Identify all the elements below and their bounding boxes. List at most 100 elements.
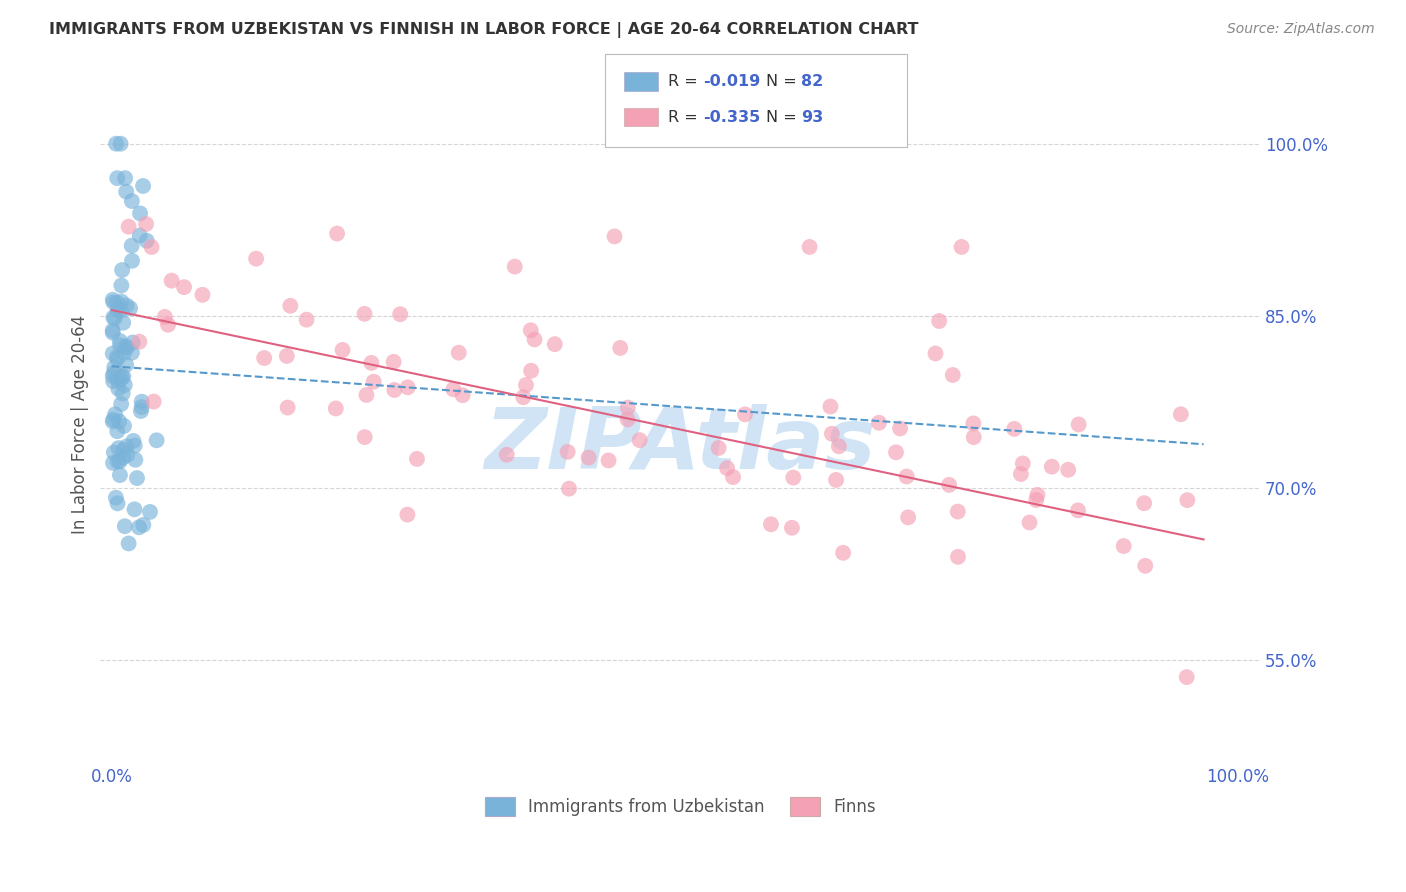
Point <box>135 234 157 248</box>
Point <box>276 349 298 363</box>
Point <box>115 185 138 199</box>
Point <box>616 412 638 426</box>
Point <box>111 369 134 384</box>
Point <box>103 310 125 325</box>
Point <box>115 358 138 372</box>
Point <box>832 546 855 560</box>
Point <box>105 296 128 310</box>
Point <box>1112 539 1135 553</box>
Point <box>557 445 579 459</box>
Y-axis label: In Labor Force | Age 20-64: In Labor Force | Age 20-64 <box>72 315 89 534</box>
Point <box>141 240 163 254</box>
Point <box>107 382 129 396</box>
Point <box>103 374 125 388</box>
Point <box>104 491 127 505</box>
Point <box>121 335 143 350</box>
Point <box>326 227 349 241</box>
Point <box>1010 467 1032 481</box>
Point <box>132 517 155 532</box>
Point <box>132 178 155 193</box>
Point <box>110 303 132 318</box>
Point <box>112 443 135 458</box>
Point <box>716 461 738 475</box>
Point <box>121 238 143 252</box>
Point <box>112 369 135 384</box>
Point <box>114 339 136 353</box>
Point <box>280 299 302 313</box>
Point <box>825 473 848 487</box>
Point <box>356 388 378 402</box>
Point <box>519 323 541 337</box>
Point <box>897 510 920 524</box>
Point <box>707 441 730 455</box>
Point <box>598 453 620 467</box>
Point <box>451 388 474 402</box>
Point <box>103 360 125 375</box>
Point <box>117 448 139 462</box>
Legend: Immigrants from Uzbekistan, Finns: Immigrants from Uzbekistan, Finns <box>478 790 882 822</box>
Point <box>105 171 128 186</box>
Point <box>114 171 136 186</box>
Point <box>120 301 142 316</box>
Point <box>101 326 124 340</box>
Point <box>128 228 150 243</box>
Point <box>110 294 132 309</box>
Point <box>145 434 167 448</box>
Point <box>108 468 131 483</box>
Point <box>110 136 132 151</box>
Point <box>108 454 131 468</box>
Point <box>112 418 135 433</box>
Text: 82: 82 <box>801 74 824 89</box>
Point <box>389 307 412 321</box>
Point <box>110 372 132 386</box>
Text: N =: N = <box>766 110 803 125</box>
Text: -0.019: -0.019 <box>703 74 761 89</box>
Point <box>112 346 135 360</box>
Point <box>924 346 946 360</box>
Point <box>799 240 821 254</box>
Point <box>1057 463 1080 477</box>
Point <box>603 229 626 244</box>
Point <box>111 386 134 401</box>
Point <box>160 274 183 288</box>
Text: ZIPAtlas: ZIPAtlas <box>484 403 876 486</box>
Point <box>353 430 375 444</box>
Point <box>1170 407 1192 421</box>
Point <box>107 303 129 318</box>
Point <box>124 452 146 467</box>
Text: N =: N = <box>766 74 803 89</box>
Point <box>101 346 124 360</box>
Point <box>578 450 600 465</box>
Point <box>105 352 128 367</box>
Point <box>558 482 581 496</box>
Point <box>332 343 354 357</box>
Point <box>734 407 756 421</box>
Point <box>896 469 918 483</box>
Point <box>135 217 157 231</box>
Point <box>105 350 128 364</box>
Point <box>1011 457 1033 471</box>
Point <box>963 430 986 444</box>
Point <box>782 470 804 484</box>
Point <box>129 404 152 418</box>
Point <box>124 502 146 516</box>
Point <box>1025 493 1047 508</box>
Point <box>512 390 534 404</box>
Point <box>780 521 803 535</box>
Point <box>942 368 965 382</box>
Point <box>131 400 153 414</box>
Point <box>962 417 984 431</box>
Point <box>1135 558 1157 573</box>
Point <box>105 136 128 151</box>
Point <box>111 450 134 465</box>
Point <box>1067 503 1090 517</box>
Point <box>609 341 631 355</box>
Point <box>1040 459 1063 474</box>
Point <box>628 433 651 447</box>
Point <box>114 519 136 533</box>
Point <box>721 470 744 484</box>
Point <box>125 471 148 485</box>
Point <box>821 426 844 441</box>
Point <box>121 194 143 208</box>
Point <box>108 414 131 428</box>
